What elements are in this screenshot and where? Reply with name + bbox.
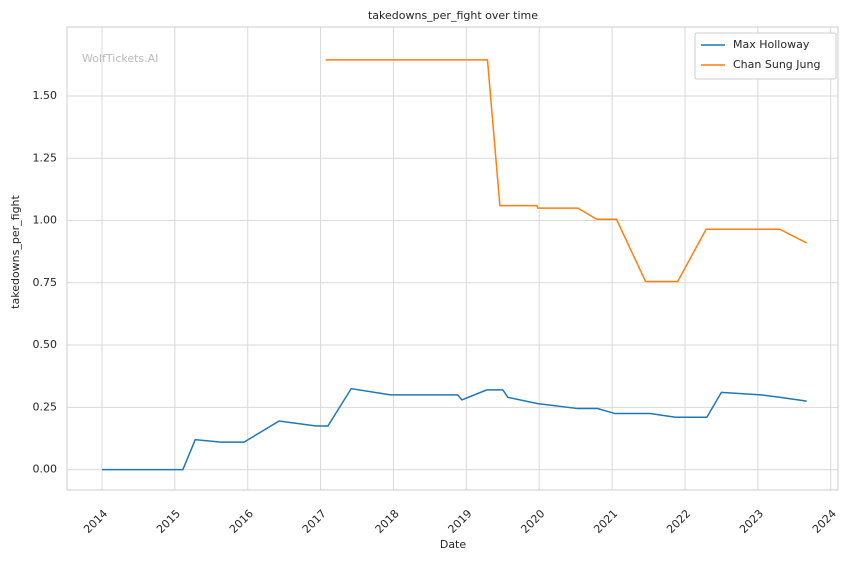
line-series (325, 59, 808, 283)
plot-frame (66, 26, 839, 491)
watermark: WolfTickets.AI (82, 52, 158, 65)
y-tick-label: 1.00 (33, 214, 58, 227)
y-axis-label: takedowns_per_fight (9, 194, 22, 308)
y-tick-label: 0.00 (33, 463, 58, 476)
chart-title: takedowns_per_fight over time (368, 9, 538, 22)
y-tick-label: 1.50 (33, 89, 58, 102)
y-tick-label: 0.75 (33, 276, 58, 289)
x-axis-label: Date (440, 538, 467, 551)
legend-label: Max Holloway (733, 38, 810, 51)
y-tick-label: 1.25 (33, 151, 58, 164)
line-series (101, 387, 807, 471)
legend-box (694, 32, 837, 80)
legend-label: Chan Sung Jung (733, 58, 820, 71)
y-tick-label: 0.25 (33, 400, 58, 413)
y-tick-label: 0.50 (33, 338, 58, 351)
